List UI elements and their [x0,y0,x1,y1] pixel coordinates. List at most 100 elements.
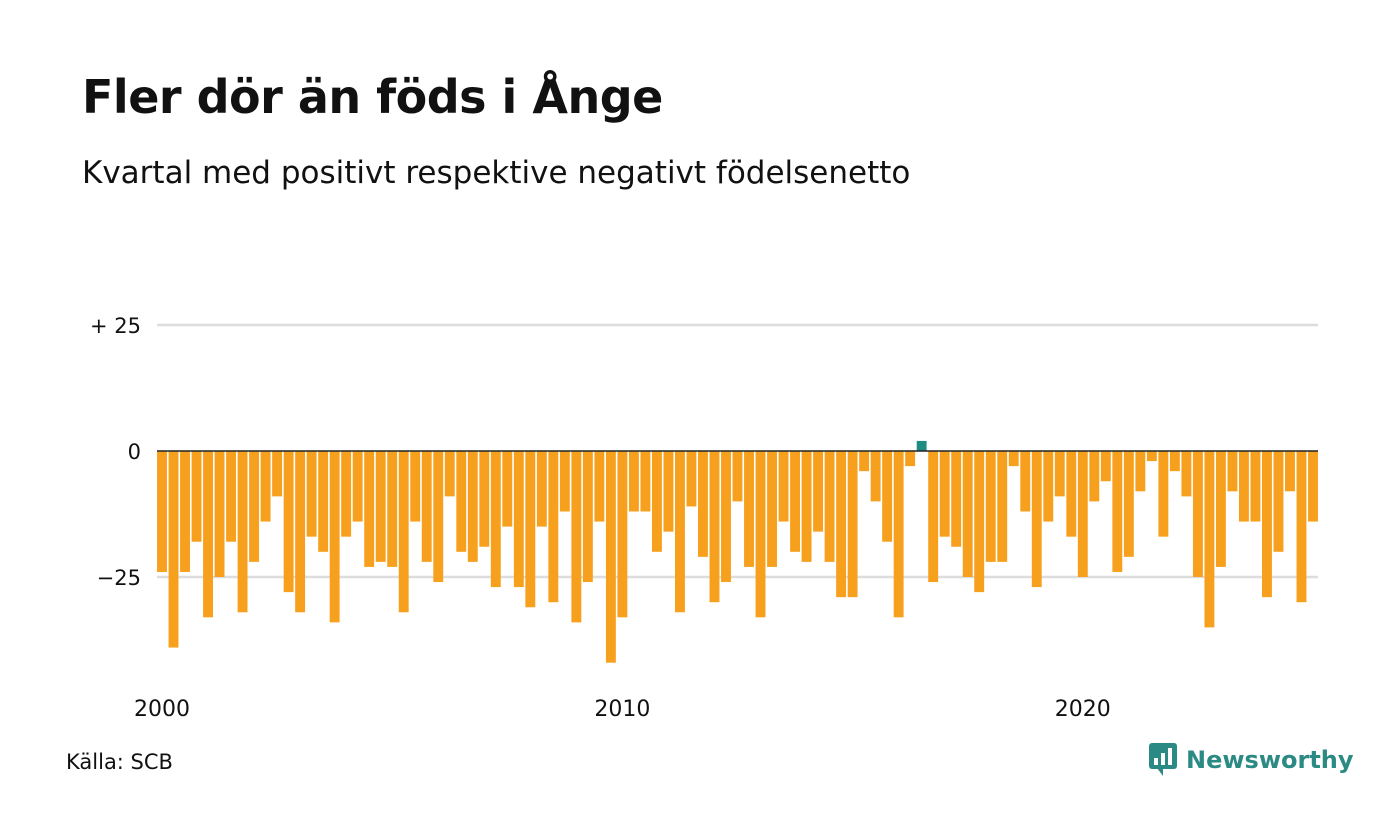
bar-negative [203,451,213,618]
bar-negative [180,451,190,572]
bar-negative [479,451,490,547]
bar-negative [732,451,743,502]
brand-name: Newsworthy [1186,746,1354,774]
bar-negative [1273,451,1284,552]
bar-negative [847,451,858,598]
bar-negative [997,451,1008,562]
bar-negative [559,451,570,512]
bar-negative [1146,451,1157,462]
bar-negative [836,451,847,598]
bar-negative [686,451,697,507]
bar-negative [398,451,409,613]
bar-negative [513,451,524,588]
bar-negative [617,451,628,618]
bar-negative [790,451,800,552]
bar-negative [1077,451,1088,577]
x-tick-label: 2000 [134,697,190,722]
bar-negative [1123,451,1134,557]
bar-negative [1054,451,1065,497]
bar-negative [306,451,317,537]
bar-negative [675,451,685,613]
bars [157,440,1318,663]
bar-negative [605,451,616,663]
x-tick-label: 2020 [1055,697,1111,722]
bar-negative [548,451,559,603]
bar-negative [1181,451,1192,497]
bar-negative [698,451,708,557]
bar-negative [905,451,916,467]
bar-negative [444,451,455,497]
bar-negative [467,451,478,562]
bar-negative [721,451,731,583]
chart-subtitle: Kvartal med positivt respektive negativt… [82,155,911,191]
bar-negative [1285,451,1295,492]
bar-negative [421,451,432,562]
bar-negative [1238,451,1249,522]
bar-negative [375,451,386,562]
bar-negative [329,451,340,623]
bar-negative [985,451,996,562]
bar-negative [651,451,662,552]
bar-negative [157,451,167,572]
bar-negative [1227,451,1238,492]
bar-negative [490,451,501,588]
bar-negative [1112,451,1123,572]
bar-negative [594,451,605,522]
y-tick-label: 0 [128,440,141,464]
bar-negative [1250,451,1261,522]
x-tick-label: 2010 [594,697,650,722]
bar-negative [640,451,651,512]
bar-negative [226,451,237,542]
bar-negative [962,451,973,577]
bar-positive [916,440,927,451]
bar-negative [813,451,824,532]
bar-negative [1204,451,1215,628]
chart-title: Fler dör än föds i Ånge [82,70,663,124]
bar-negative [1100,451,1111,482]
bar-negative [249,451,260,562]
bar-negative [744,451,754,567]
axis-labels: + 25 0 −25 2000 2010 2020 [90,314,1111,722]
bar-negative [870,451,881,502]
bar-negative [778,451,789,522]
bar-negative [352,451,363,522]
bar-negative [272,451,283,497]
bar-negative [410,451,421,522]
bar-negative [1066,451,1077,537]
bar-negative [893,451,904,618]
bar-negative [387,451,398,567]
bar-negative [951,451,962,547]
bar-negative [1296,451,1307,603]
bar-negative [1008,451,1019,467]
bar-negative [1215,451,1226,567]
brand-logo: Newsworthy [1148,742,1354,778]
source-note: Källa: SCB [66,750,173,774]
bar-negative [1158,451,1169,537]
bar-negative [168,451,179,648]
bar-negative [1020,451,1031,512]
bar-negative [974,451,985,593]
y-tick-label: + 25 [90,314,141,338]
bar-negative [663,451,674,532]
bar-negative [801,451,812,562]
bar-negative [1308,451,1318,522]
bar-negative [571,451,582,623]
bar-negative [628,451,639,512]
bar-negative [1135,451,1146,492]
bar-negative [1089,451,1100,502]
bar-negative [1192,451,1203,577]
bar-negative [318,451,329,552]
bar-negative [1169,451,1180,472]
bar-negative [582,451,593,583]
bar-negative [260,451,271,522]
bar-negative [709,451,720,603]
bar-negative [237,451,248,613]
bar-negative [1043,451,1054,522]
bar-chart-speech-bubble-icon [1149,743,1177,776]
bar-negative [502,451,513,527]
bar-negative [433,451,444,583]
bar-negative [1031,451,1042,588]
bar-negative [767,451,777,567]
bar-negative [283,451,294,593]
